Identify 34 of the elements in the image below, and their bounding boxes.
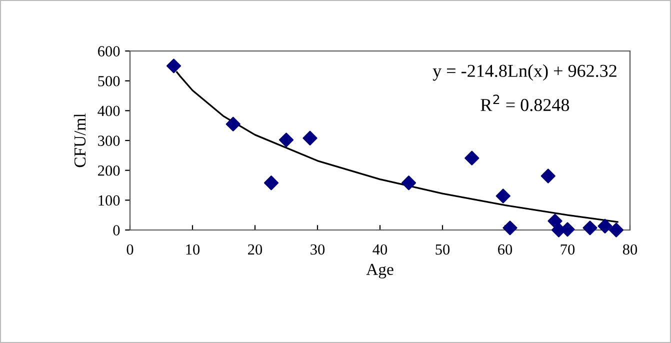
y-tick-label: 500	[98, 76, 120, 86]
x-axis-title: Age	[366, 264, 394, 278]
y-tick-label: 400	[98, 106, 120, 116]
point	[166, 58, 182, 74]
x-tick-label: 20	[248, 244, 262, 255]
point	[540, 168, 556, 184]
point	[278, 132, 294, 148]
x-tick-label: 80	[622, 244, 638, 255]
point	[548, 214, 562, 228]
x-tick-label: 70	[560, 244, 575, 255]
point	[264, 176, 279, 190]
y-tick-label: 0	[113, 225, 120, 236]
x-tick-label: 10	[186, 244, 200, 255]
point	[302, 130, 318, 146]
x-tick-label: 0	[126, 244, 134, 255]
y-tick-label: 300	[98, 136, 120, 146]
y-tick-label: 200	[98, 165, 120, 176]
point	[401, 176, 416, 190]
point	[464, 150, 480, 166]
x-tick-label: 30	[310, 244, 325, 255]
annotation: y = -214.8Ln(x) + 962.32	[432, 64, 616, 81]
point	[608, 222, 624, 238]
point	[598, 218, 612, 234]
x-tick-label: 40	[372, 244, 388, 255]
x-tick-label: 60	[498, 244, 512, 255]
y-tick-label: 600	[98, 46, 120, 56]
point	[496, 188, 510, 204]
point	[502, 220, 518, 236]
point	[226, 116, 240, 132]
y-axis-title: CFU/ml	[74, 114, 86, 168]
x-tick-label: 50	[436, 244, 450, 255]
annotation: R$^{2}$ = 0.8248	[480, 94, 570, 112]
point	[582, 220, 598, 236]
y-tick-label: 100	[98, 195, 120, 206]
